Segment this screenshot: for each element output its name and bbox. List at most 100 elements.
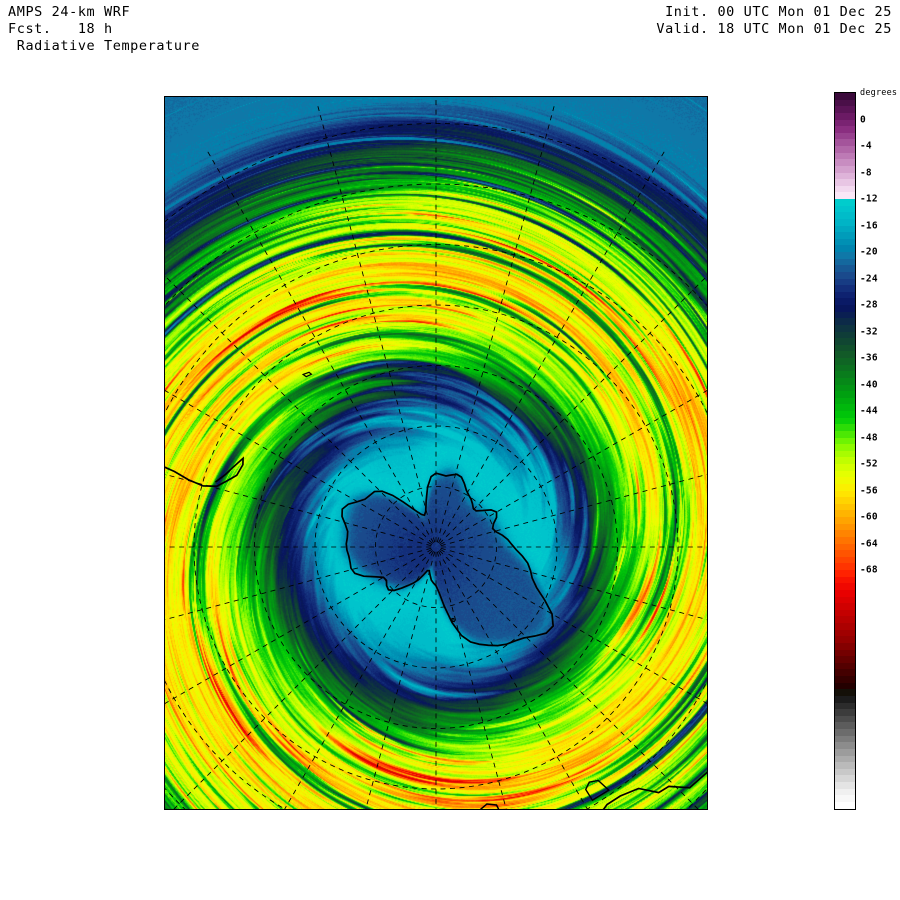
colorbar-band (835, 742, 855, 749)
colorbar-band (835, 199, 855, 206)
colorbar-band (835, 238, 855, 246)
colorbar-band (835, 245, 855, 252)
colorbar-band (835, 285, 855, 292)
colorbar-band (835, 384, 855, 392)
colorbar-band (835, 642, 855, 650)
colorbar-band (835, 616, 855, 623)
colorbar-band (835, 192, 855, 199)
colorbar-band (835, 629, 855, 637)
header-right-block: Init. 00 UTC Mon 01 Dec 25 Valid. 18 UTC… (656, 4, 892, 37)
colorbar-band (835, 536, 855, 544)
colorbar-band (835, 258, 855, 266)
colorbar-band (835, 371, 855, 378)
colorbar-tick-label: -20 (860, 246, 878, 258)
colorbar-band (835, 788, 855, 796)
colorbar-band (835, 669, 855, 676)
colorbar-band (835, 676, 855, 683)
colorbar-band (835, 603, 855, 610)
colorbar-units-label: degrees C (860, 88, 898, 98)
colorbar-band (835, 695, 855, 703)
colorbar-band (835, 172, 855, 180)
colorbar-band (835, 324, 855, 332)
colorbar-band (835, 298, 855, 305)
colorbar-band (835, 358, 855, 365)
colorbar-tick-label: -4 (860, 140, 872, 152)
colorbar-tick-label: -24 (860, 273, 878, 285)
colorbar-band (835, 715, 855, 723)
colorbar-band (835, 132, 855, 140)
colorbar-band (835, 523, 855, 531)
colorbar-tick-label: -12 (860, 193, 878, 205)
colorbar-strip (834, 92, 856, 810)
colorbar-band (835, 112, 855, 120)
colorbar-band (835, 344, 855, 352)
colorbar-band (835, 755, 855, 763)
colorbar-band (835, 364, 855, 372)
colorbar-band (835, 417, 855, 425)
colorbar-band (835, 391, 855, 398)
colorbar-band (835, 106, 855, 113)
colorbar-band (835, 722, 855, 729)
colorbar-band (835, 782, 855, 789)
colorbar-band (835, 570, 855, 577)
map-plot-frame (164, 96, 708, 810)
colorbar-band (835, 563, 855, 570)
colorbar-band (835, 152, 855, 160)
colorbar-band (835, 775, 855, 782)
colorbar-band (835, 589, 855, 597)
colorbar-tick-label: -56 (860, 485, 878, 497)
colorbar-tick-label: -40 (860, 379, 878, 391)
colorbar-band (835, 338, 855, 345)
colorbar-band (835, 483, 855, 491)
colorbar-band (835, 252, 855, 259)
colorbar-tick-label: -48 (860, 432, 878, 444)
colorbar-band (835, 139, 855, 146)
colorbar-tick-label: -36 (860, 352, 878, 364)
colorbar-band (835, 503, 855, 511)
colorbar-band (835, 271, 855, 279)
colorbar-tick-label: -64 (860, 538, 878, 550)
colorbar-tick-label: -68 (860, 564, 878, 576)
colorbar-band (835, 656, 855, 663)
colorbar-band (835, 126, 855, 133)
colorbar-band (835, 649, 855, 657)
colorbar-band (835, 748, 855, 756)
colorbar-band (835, 397, 855, 405)
colorbar-band (835, 232, 855, 239)
colorbar-band (835, 517, 855, 524)
colorbar-band (835, 510, 855, 517)
colorbar-band (835, 278, 855, 286)
colorbar-band (835, 470, 855, 478)
colorbar-band (835, 490, 855, 498)
colorbar-band (835, 682, 855, 690)
colorbar-tick-label: -32 (860, 326, 878, 338)
colorbar-tick-label: -28 (860, 299, 878, 311)
colorbar-band (835, 93, 855, 100)
colorbar-band (835, 543, 855, 551)
colorbar: degrees C 0 -4 -8 -12 -16 -20 -24 -28 -32 -36 -40 -… (834, 88, 900, 822)
colorbar-band (835, 497, 855, 504)
colorbar-band (835, 159, 855, 166)
colorbar-band (835, 530, 855, 537)
colorbar-band (835, 404, 855, 411)
colorbar-band (835, 218, 855, 226)
colorbar-band (835, 265, 855, 272)
colorbar-band (835, 636, 855, 643)
colorbar-tick-label: -44 (860, 405, 878, 417)
colorbar-band (835, 444, 855, 451)
colorbar-band (835, 550, 855, 557)
colorbar-band (835, 119, 855, 127)
colorbar-band (835, 450, 855, 458)
colorbar-band (835, 662, 855, 670)
colorbar-band (835, 762, 855, 769)
colorbar-tick-label: -52 (860, 458, 878, 470)
colorbar-band (835, 318, 855, 325)
colorbar-band (835, 735, 855, 743)
colorbar-band (835, 411, 855, 418)
header-left-block: AMPS 24-km WRF Fcst. 18 h Radiative Temp… (8, 4, 201, 54)
colorbar-band (835, 437, 855, 445)
colorbar-tick-label: -60 (860, 511, 878, 523)
colorbar-band (835, 702, 855, 710)
colorbar-tick-label: -16 (860, 220, 878, 232)
